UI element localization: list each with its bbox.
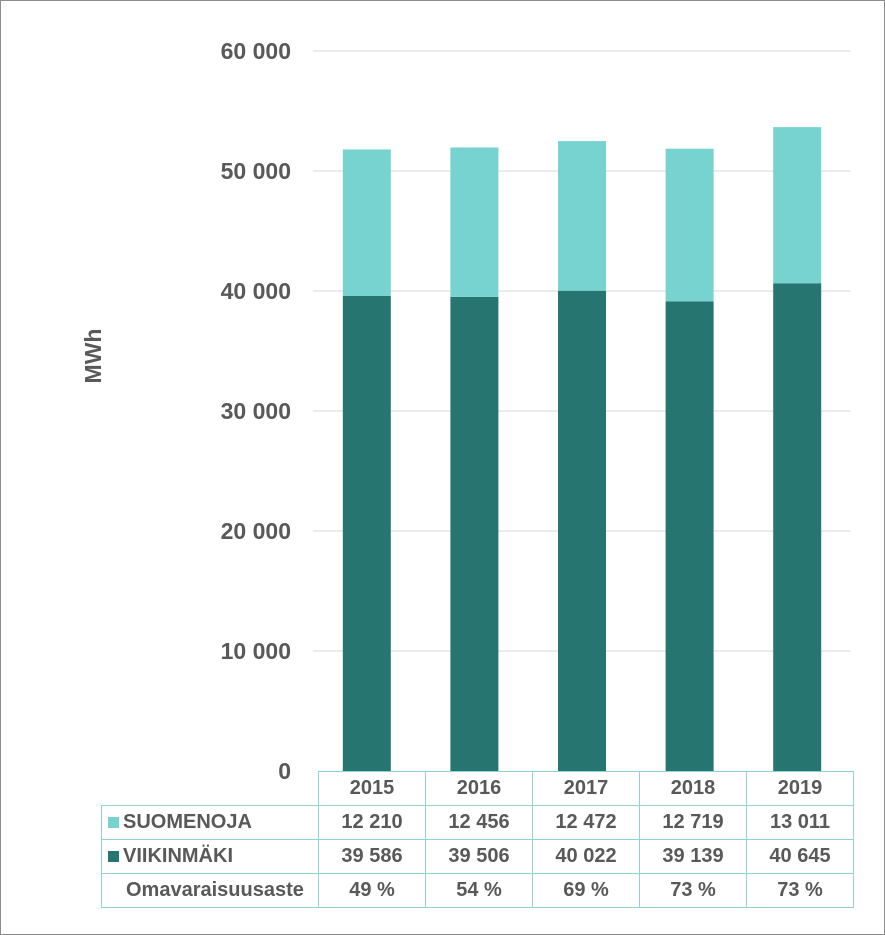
category-label: 2018 (639, 771, 747, 806)
category-label: 2017 (532, 771, 640, 806)
table-row-suomenoja: SUOMENOJA 12 210 12 456 12 472 12 719 13… (101, 805, 854, 840)
data-label: 49 % (318, 873, 426, 908)
data-table: 2015 2016 2017 2018 2019 SUOMENOJA 12 21… (101, 771, 854, 908)
data-label: 12 719 (639, 805, 747, 840)
bar-viikinmki (665, 301, 714, 771)
bar-viikinmki (773, 283, 822, 771)
table-row-viikinmaki: VIIKINMÄKI 39 586 39 506 40 022 39 139 4… (101, 839, 854, 874)
bar-viikinmki (558, 290, 606, 771)
y-tick-label: 50 000 (221, 158, 291, 184)
data-label: 12 472 (532, 805, 640, 840)
data-label: 39 586 (318, 839, 426, 874)
data-label: 40 022 (532, 839, 640, 874)
bar-suomenoja (558, 141, 606, 291)
legend-swatch-icon (108, 817, 119, 829)
y-tick-label: 30 000 (221, 398, 291, 424)
y-axis-label: MWh (80, 329, 106, 384)
data-label: 12 210 (318, 805, 426, 840)
row-label: Omavaraisuusaste (101, 873, 319, 908)
y-tick-label: 60 000 (221, 38, 291, 64)
y-tick-label: 20 000 (221, 518, 291, 544)
legend-label: VIIKINMÄKI (123, 845, 233, 867)
data-label: 40 645 (746, 839, 854, 874)
bar-viikinmki (450, 296, 499, 771)
bar-suomenoja (665, 148, 714, 302)
bar-viikinmki (342, 295, 391, 771)
bar-suomenoja (773, 127, 822, 284)
y-tick-label: 10 000 (221, 638, 291, 664)
data-label: 39 506 (425, 839, 533, 874)
data-label: 69 % (532, 873, 640, 908)
table-header-row: 2015 2016 2017 2018 2019 (102, 771, 854, 806)
data-label: 13 011 (746, 805, 854, 840)
y-tick-label: 40 000 (221, 278, 291, 304)
category-label: 2019 (746, 771, 854, 806)
legend-viikinmaki: VIIKINMÄKI (101, 839, 319, 874)
legend-suomenoja: SUOMENOJA (101, 805, 319, 840)
y-tick-label: 0 (278, 758, 291, 784)
table-row-omavaraisuusaste: Omavaraisuusaste 49 % 54 % 69 % 73 % 73 … (101, 873, 854, 908)
category-label: 2015 (318, 771, 426, 806)
data-label: 12 456 (425, 805, 533, 840)
category-label: 2016 (425, 771, 533, 806)
table-corner (102, 772, 319, 806)
legend-swatch-icon (108, 851, 119, 863)
data-label: 39 139 (639, 839, 747, 874)
data-label: 54 % (425, 873, 533, 908)
legend-label: SUOMENOJA (123, 811, 252, 833)
data-label: 73 % (746, 873, 854, 908)
bar-suomenoja (450, 147, 499, 297)
bar-suomenoja (342, 149, 391, 296)
data-label: 73 % (639, 873, 747, 908)
